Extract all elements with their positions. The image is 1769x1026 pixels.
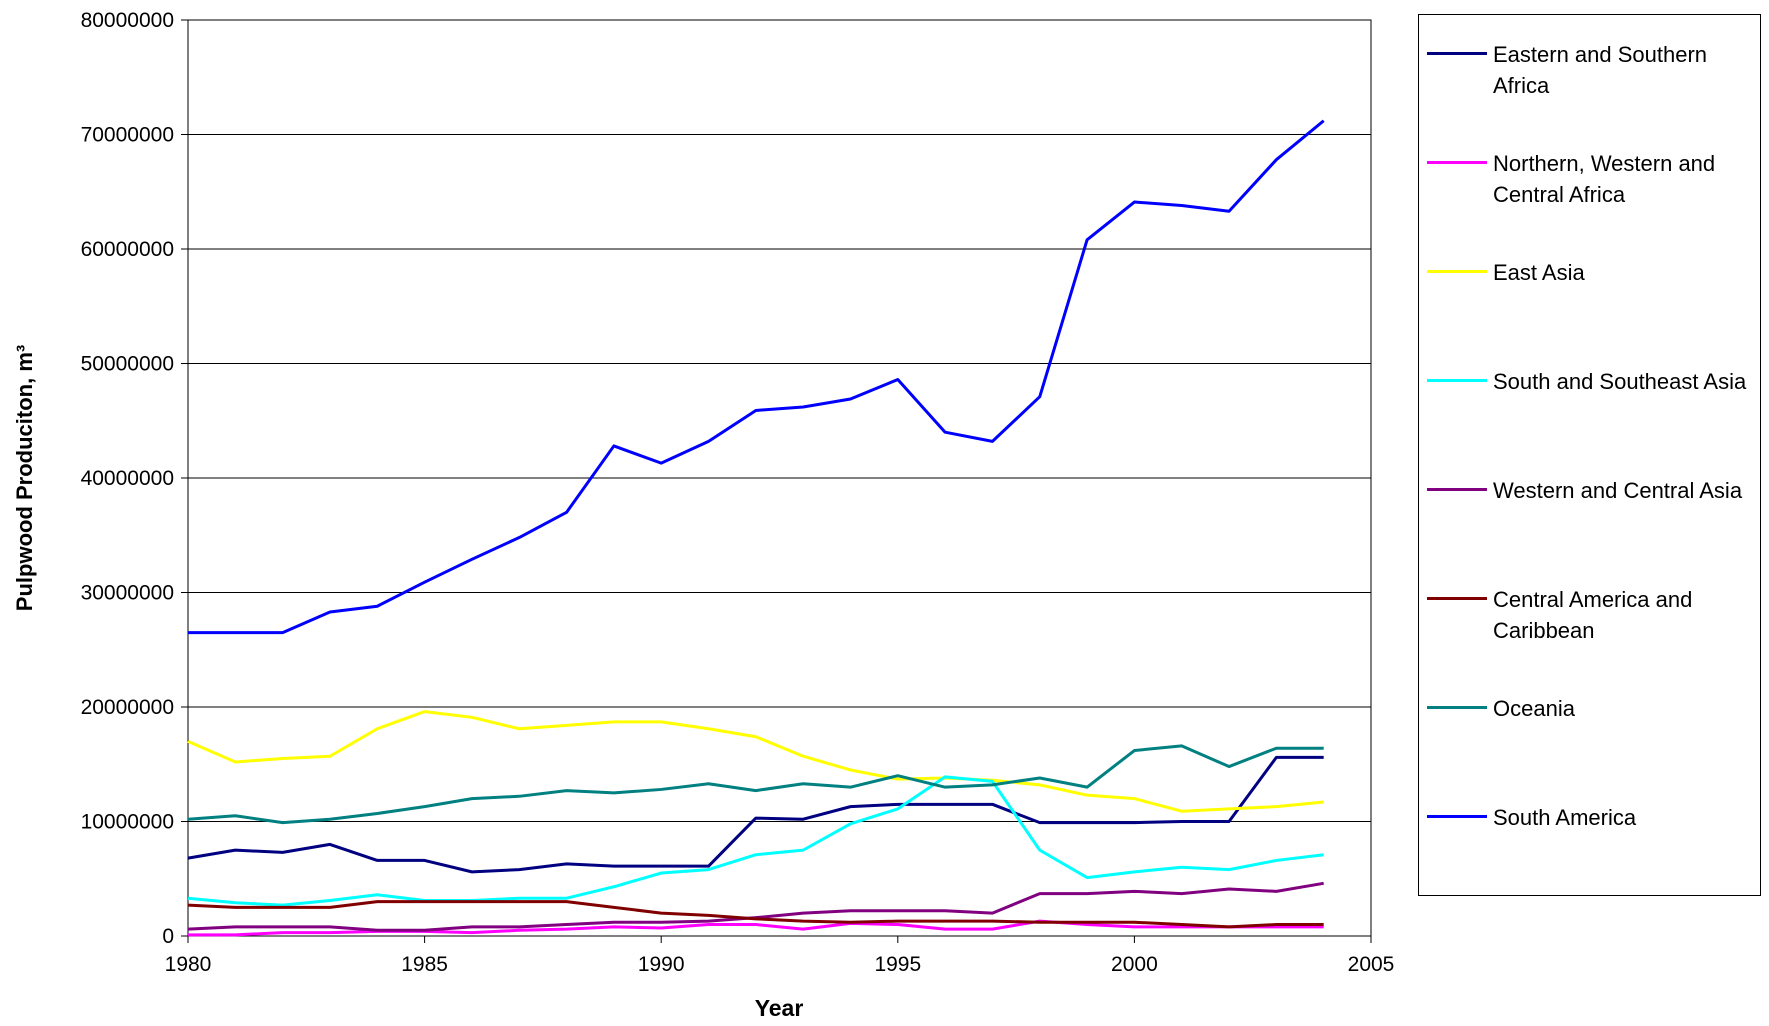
x-tick-label: 1985 — [401, 953, 448, 976]
x-tick-label: 1990 — [638, 953, 685, 976]
legend-label: Central America and Caribbean — [1493, 587, 1693, 643]
legend-swatch — [1427, 379, 1487, 382]
legend-label: Western and Central Asia — [1493, 478, 1743, 503]
legend-swatch — [1427, 270, 1487, 273]
y-tick-label: 80000000 — [81, 9, 174, 32]
series-line — [187, 755, 1324, 874]
y-axis-title: Pulpwood Produciton, m³ — [12, 345, 37, 611]
series-line — [187, 710, 1324, 813]
y-tick-label: 70000000 — [81, 124, 174, 147]
y-tick-label: 40000000 — [81, 467, 174, 490]
plot-frame — [187, 19, 1372, 937]
legend-label: Eastern and Southern Africa — [1493, 42, 1708, 98]
series-line — [187, 900, 1324, 929]
y-tick-label: 10000000 — [81, 811, 174, 834]
y-tick-label: 20000000 — [81, 696, 174, 719]
legend-label: Northern, Western and Central Africa — [1493, 151, 1716, 207]
y-tick-label: 60000000 — [81, 238, 174, 261]
series-line — [188, 119, 1325, 635]
x-tick-label: 1980 — [165, 953, 212, 976]
legend-swatch — [1427, 52, 1487, 55]
x-tick-label: 2005 — [1348, 953, 1395, 976]
x-tick-label: 2000 — [1111, 953, 1158, 976]
y-tick-label: 30000000 — [81, 582, 174, 605]
series-line — [187, 775, 1324, 907]
legend-swatch — [1427, 488, 1487, 491]
legend: Eastern and Southern Africa Northern, Wes… — [1418, 14, 1761, 896]
legend-swatch — [1427, 815, 1487, 818]
legend-label: East Asia — [1493, 260, 1585, 285]
legend-swatch — [1427, 597, 1487, 600]
y-tick-label: 0 — [162, 925, 174, 948]
legend-label: Oceania — [1493, 696, 1575, 721]
x-axis-title: Year — [755, 995, 804, 1021]
legend-label: South and Southeast Asia — [1493, 369, 1747, 394]
legend-label: South America — [1493, 805, 1637, 830]
series-line — [187, 744, 1324, 825]
legend-swatch — [1427, 706, 1487, 709]
x-tick-label: 1995 — [874, 953, 921, 976]
legend-swatch — [1427, 161, 1487, 164]
y-tick-label: 50000000 — [81, 353, 174, 376]
